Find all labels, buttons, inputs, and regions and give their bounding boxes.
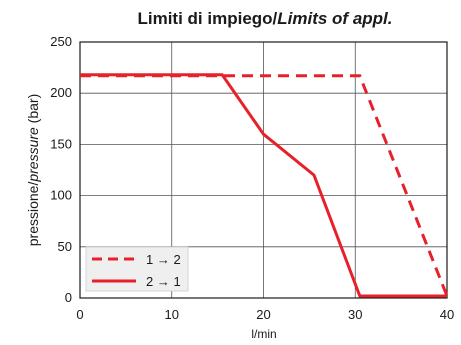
y-axis-label-italic: pressure <box>25 127 41 183</box>
y-tick-label: 200 <box>50 85 72 100</box>
chart-title: Limiti di impiego/Limits of appl. <box>137 9 392 28</box>
y-tick-label: 150 <box>50 136 72 151</box>
chart-title-italic: Limits of appl. <box>277 9 392 28</box>
x-tick-label: 30 <box>348 307 362 322</box>
y-tick-label: 250 <box>50 34 72 49</box>
x-tick-label: 20 <box>256 307 270 322</box>
y-tick-labels: 0 50 100 150 200 250 <box>50 34 72 305</box>
legend-label-1: 1 → 2 <box>146 252 181 267</box>
legend: 1 → 2 2 → 1 <box>85 246 189 292</box>
y-tick-label: 100 <box>50 188 72 203</box>
x-axis-label: l/min <box>251 327 276 341</box>
y-tick-label: 50 <box>58 239 72 254</box>
y-axis-label-suffix: (bar) <box>25 94 41 127</box>
y-axis-label-main: pressione/ <box>25 182 41 247</box>
y-tick-label: 0 <box>65 290 72 305</box>
legend-box <box>85 246 189 292</box>
x-tick-label: 40 <box>440 307 454 322</box>
x-tick-label: 0 <box>76 307 83 322</box>
chart-title-main: Limiti di impiego/ <box>137 9 277 28</box>
y-axis-label: pressione/pressure (bar) <box>25 94 41 247</box>
plot-frame <box>79 41 448 299</box>
x-tick-labels: 0 10 20 30 40 <box>76 307 454 322</box>
series-line-2 <box>80 73 447 298</box>
legend-label-2: 2 → 1 <box>146 274 181 289</box>
x-tick-label: 10 <box>165 307 179 322</box>
series-lines <box>80 73 449 298</box>
grid <box>80 42 447 298</box>
